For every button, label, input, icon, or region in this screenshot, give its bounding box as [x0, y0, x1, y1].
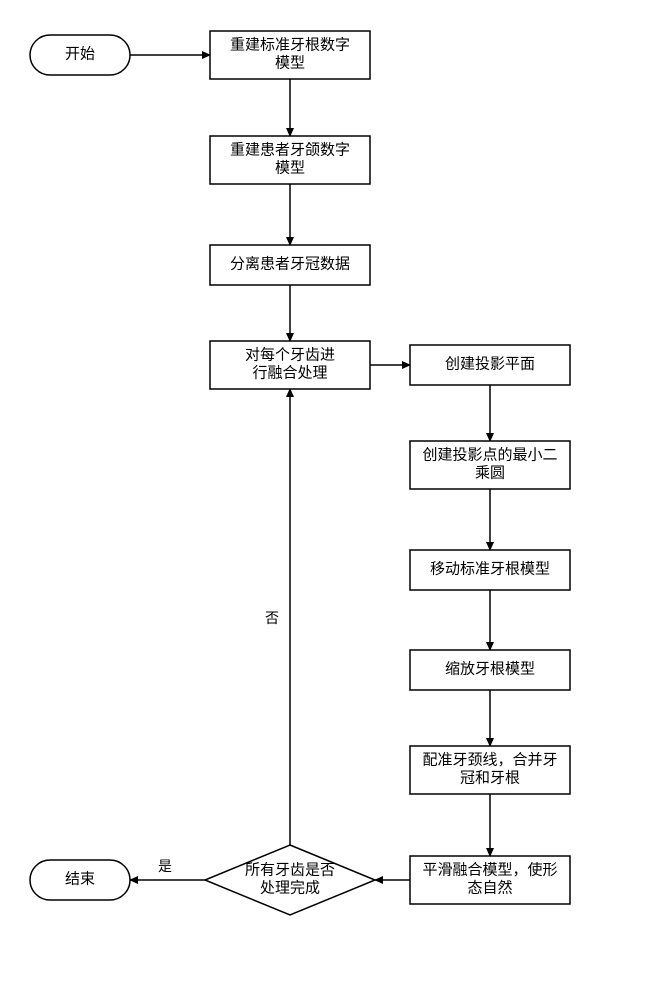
node-s6-line-0: 平滑融合模型，使形: [422, 861, 557, 878]
node-end-line-0: 结束: [65, 870, 95, 887]
node-s4-line-0: 缩放牙根模型: [445, 660, 535, 677]
edge-label-dec-end: 是: [158, 860, 172, 875]
node-s3-line-0: 移动标准牙根模型: [430, 560, 550, 577]
node-dec-line-0: 所有牙齿是否: [245, 861, 335, 878]
node-s5-line-0: 配准牙颈线，合并牙: [422, 751, 557, 768]
node-n3-line-0: 分离患者牙冠数据: [230, 255, 350, 272]
node-n1: 重建标准牙根数字模型: [210, 31, 370, 79]
node-n4-line-1: 行融合处理: [252, 364, 327, 381]
node-n1-line-1: 模型: [275, 54, 305, 71]
node-s4: 缩放牙根模型: [410, 650, 570, 690]
node-s2-line-0: 创建投影点的最小二: [422, 446, 557, 463]
node-s5-line-1: 冠和牙根: [460, 769, 520, 786]
node-start-line-0: 开始: [65, 45, 95, 62]
edge-dec-n4: 否: [265, 389, 290, 845]
node-s2-line-1: 乘圆: [475, 464, 505, 481]
node-s1-line-0: 创建投影平面: [445, 355, 535, 372]
node-dec-line-1: 处理完成: [260, 879, 320, 896]
edge-dec-end: 是: [130, 860, 205, 880]
node-n1-line-0: 重建标准牙根数字: [230, 36, 350, 53]
flowchart-canvas: 是否 开始重建标准牙根数字模型重建患者牙颌数字模型分离患者牙冠数据对每个牙齿进行…: [0, 0, 652, 1000]
node-s6-line-1: 态自然: [467, 879, 512, 896]
node-s1: 创建投影平面: [410, 345, 570, 385]
node-s5: 配准牙颈线，合并牙冠和牙根: [410, 746, 570, 794]
node-end: 结束: [30, 860, 130, 900]
node-n2: 重建患者牙颌数字模型: [210, 136, 370, 184]
node-start: 开始: [30, 35, 130, 75]
node-s3: 移动标准牙根模型: [410, 550, 570, 590]
node-n3: 分离患者牙冠数据: [210, 245, 370, 285]
node-n4-line-0: 对每个牙齿进: [245, 346, 335, 363]
node-n4: 对每个牙齿进行融合处理: [210, 341, 370, 389]
node-dec: 所有牙齿是否处理完成: [205, 845, 375, 915]
node-s2: 创建投影点的最小二乘圆: [410, 441, 570, 489]
node-n2-line-0: 重建患者牙颌数字: [230, 141, 350, 158]
node-n2-line-1: 模型: [275, 159, 305, 176]
node-s6: 平滑融合模型，使形态自然: [410, 856, 570, 904]
edge-label-dec-n4: 否: [265, 612, 279, 627]
